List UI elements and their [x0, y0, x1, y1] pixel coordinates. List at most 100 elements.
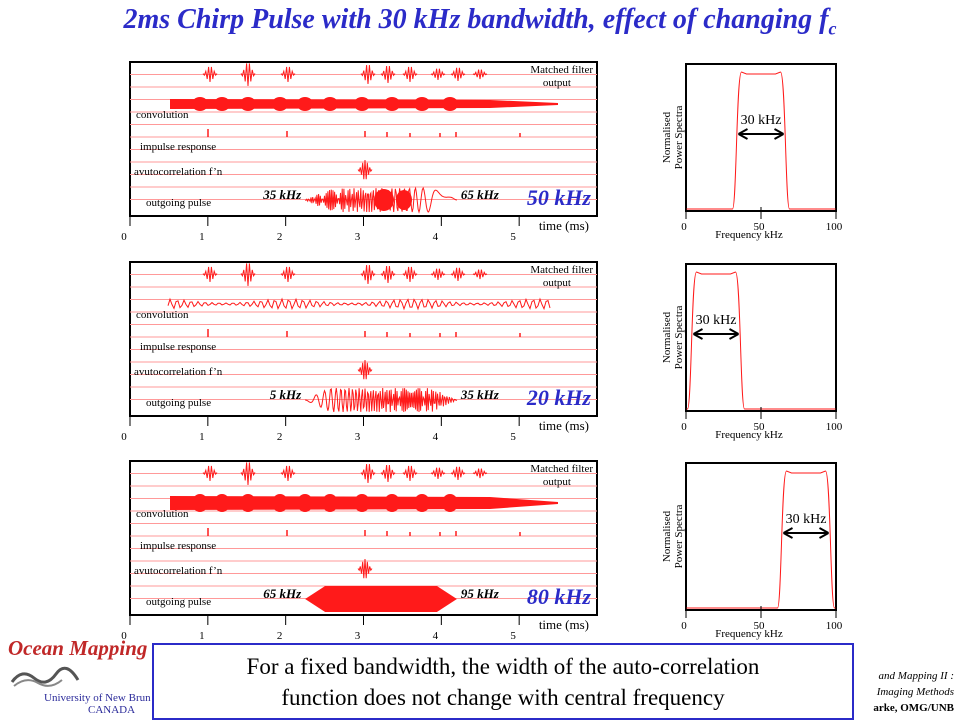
frequency-tick-label: 50 [754, 421, 766, 433]
autocorrelation-label: avutocorrelation f’n [134, 366, 223, 378]
start-frequency-label: 35 kHz [262, 187, 302, 202]
convolution-burst [354, 97, 370, 111]
matched-filter-spike [450, 267, 466, 282]
frequency-tick-label: 100 [826, 221, 843, 233]
matched-filter-spike [430, 268, 446, 281]
frequency-axis-label: Frequency kHz [715, 429, 783, 441]
time-tick-label: 5 [510, 431, 516, 443]
matched-filter-spike [360, 464, 376, 484]
course-line-2: Imaging Methods [876, 686, 954, 698]
outgoing-pulse-label: outgoing pulse [146, 596, 211, 608]
frequency-tick-label: 50 [754, 221, 766, 233]
pulse-body [305, 586, 457, 612]
frequency-tick-label: 0 [681, 421, 687, 433]
slide-title: 2ms Chirp Pulse with 30 kHz bandwidth, e… [0, 4, 960, 40]
outgoing-pulse-trace [304, 186, 457, 214]
time-tick-label: 0 [121, 231, 127, 243]
matched-filter-label: Matched filter [530, 463, 593, 475]
matched-filter-label-2: output [543, 277, 571, 289]
arrow-heads [783, 527, 829, 539]
bandwidth-label: 30 kHz [786, 512, 827, 527]
frequency-axis-label: Frequency kHz [715, 628, 783, 640]
ocean-mapping-logo: Ocean Mapping University of New Brun CAN… [4, 634, 154, 720]
autocorrelation-label: avutocorrelation f’n [134, 565, 223, 577]
end-frequency-label: 65 kHz [461, 187, 500, 202]
time-tick-label: 2 [277, 431, 283, 443]
time-tick-label: 1 [199, 431, 205, 443]
pulse-wave [305, 387, 458, 413]
matched-filter-spike [280, 465, 296, 482]
spectrum-curve [686, 271, 836, 410]
matched-filter-spike [380, 65, 396, 84]
matched-filter-label-2: output [543, 476, 571, 488]
slide-title-main: 2ms Chirp Pulse with 30 kHz bandwidth, e… [123, 4, 829, 35]
impulse-response-label: impulse response [140, 141, 216, 153]
matched-filter-spike [380, 265, 396, 284]
arrow-heads [738, 128, 784, 140]
spectrum-y-label-1: Normalised [661, 111, 673, 163]
time-tick-label: 2 [277, 231, 283, 243]
arrow-heads [693, 328, 739, 340]
time-tick-label: 1 [199, 231, 205, 243]
caption-box: For a fixed bandwidth, the width of the … [152, 643, 854, 720]
course-line-1: and Mapping II : [878, 670, 954, 682]
time-tick-label: 3 [355, 431, 361, 443]
time-tick-label: 5 [510, 231, 516, 243]
convolution-label: convolution [136, 309, 189, 321]
autocorrelation-trace [357, 558, 373, 579]
matched-filter-label: Matched filter [530, 264, 593, 276]
time-tick-label: 4 [433, 630, 439, 642]
center-frequency-label: 80 kHz [527, 584, 592, 609]
bandwidth-label: 30 kHz [696, 313, 737, 328]
spectrum-frame [685, 263, 837, 412]
matched-filter-spike [450, 67, 466, 82]
outgoing-pulse-label: outgoing pulse [146, 397, 211, 409]
outgoing-pulse-trace [305, 586, 457, 612]
caption-line-2: function does not change with central fr… [281, 685, 725, 710]
matched-filter-spike [202, 266, 218, 283]
time-axis-label: time (ms) [539, 218, 589, 233]
convolution-burst [214, 494, 230, 512]
logo-country: CANADA [88, 704, 136, 716]
convolution-label: convolution [136, 109, 189, 121]
convolution-burst [384, 494, 400, 512]
time-tick-label: 2 [277, 630, 283, 642]
convolution-burst [354, 494, 370, 512]
center-frequency-label: 20 kHz [526, 385, 592, 410]
caption-line-1: For a fixed bandwidth, the width of the … [246, 654, 760, 679]
logo-university: University of New Brun [44, 692, 151, 704]
spectrum-y-label-2: Power Spectra [673, 105, 685, 169]
matched-filter-spike [240, 462, 256, 486]
bandwidth-label: 30 kHz [741, 113, 782, 128]
matched-filter-spike [280, 66, 296, 83]
matched-filter-label-2: output [543, 77, 571, 89]
matched-filter-spike [360, 65, 376, 85]
outgoing-pulse-label: outgoing pulse [146, 197, 211, 209]
convolution-burst [414, 494, 430, 512]
course-author: arke, OMG/UNB [873, 702, 954, 714]
spectrum-y-label-2: Power Spectra [673, 305, 685, 369]
course-info: and Mapping II : Imaging Methods arke, O… [873, 668, 954, 716]
matched-filter-spike [430, 467, 446, 480]
matched-filter-spike [280, 266, 296, 283]
matched-filter-spike [402, 66, 418, 83]
pulse-lobe [396, 190, 412, 210]
spectrum-y-label-1: Normalised [661, 311, 673, 363]
convolution-burst [214, 97, 230, 111]
convolution-burst [322, 97, 338, 111]
time-axis-label: time (ms) [539, 418, 589, 433]
convolution-burst [322, 494, 338, 512]
slide-title-subscript: c [828, 18, 837, 39]
matched-filter-spike [380, 464, 396, 483]
spectrum-y-label-1: Normalised [661, 510, 673, 562]
time-tick-label: 0 [121, 630, 127, 642]
spectrum-frame [685, 63, 837, 212]
time-tick-label: 3 [355, 630, 361, 642]
outgoing-pulse-trace [305, 387, 458, 413]
matched-filter-spike [240, 63, 256, 87]
matched-filter-label: Matched filter [530, 64, 593, 76]
convolution-label: convolution [136, 508, 189, 520]
